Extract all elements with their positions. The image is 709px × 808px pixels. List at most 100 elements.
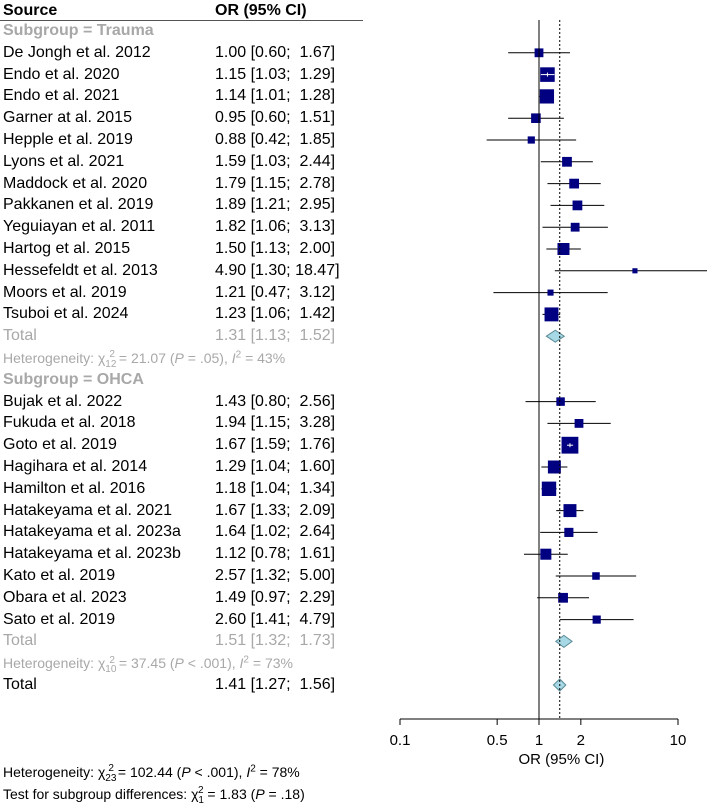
study-row-0-12-point (544, 307, 559, 322)
study-row-1-0: Bujak et al. 2022 1.43 [0.80; 2.56] (0, 391, 380, 413)
study-row-1-10-point (592, 615, 601, 624)
study-row-1-10-label: Sato et al. 2019 (3, 610, 116, 628)
study-row-0-2: Endo et al. 2021 1.14 [1.01; 1.28] (0, 85, 380, 107)
study-row-0-11-label: Moors et al. 2019 (3, 283, 127, 301)
study-row-1-7-point (540, 548, 552, 560)
overall-total-or-value: 1.41 [1.27; 1.56] (215, 676, 336, 693)
study-row-1-4-point (541, 481, 557, 496)
study-row-0-4-point (527, 136, 535, 144)
study-row-0-9-point (557, 243, 570, 255)
overall-total: Total 1.41 [1.27; 1.56] (0, 674, 380, 696)
x-tick-label-0: 0.1 (390, 732, 411, 749)
subgroup-total-1: Total 1.51 [1.32; 1.73] (0, 630, 380, 652)
study-row-0-4: Hepple et al. 2019 0.88 [0.42; 1.85] (0, 129, 380, 151)
subgroup-total-0: Total 1.31 [1.13; 1.52] (0, 325, 380, 347)
subgroup-title-1: Subgroup = OHCA (0, 369, 380, 391)
study-row-0-3-point (531, 113, 541, 123)
study-row-0-6-point (569, 178, 580, 189)
x-tick-label-3: 2 (577, 732, 585, 749)
study-row-0-3-label: Garner at al. 2015 (3, 109, 132, 127)
study-row-0-12-label: Tsuboi et al. 2024 (3, 305, 129, 323)
subgroup-total-1-label: Total (3, 632, 37, 650)
study-row-1-6-label: Hatakeyama et al. 2023a (3, 523, 181, 541)
study-row-1-7-label: Hatakeyama et al. 2023b (3, 545, 181, 563)
study-row-1-9-point (558, 592, 568, 603)
study-row-1-0-or-value: 1.43 [0.80; 2.56] (215, 392, 336, 410)
study-row-1-9: Obara et al. 2023 1.49 [0.97; 2.29] (0, 587, 380, 609)
study-row-0-8-label: Yeguiayan et al. 2011 (3, 218, 156, 236)
study-row-0-4-or-value: 0.88 [0.42; 1.85] (215, 131, 336, 148)
study-row-1-3: Hagihara et al. 2014 1.29 [1.04; 1.60] (0, 456, 380, 478)
study-row-1-3-or-value: 1.29 [1.04; 1.60] (215, 458, 336, 475)
study-row-1-6: Hatakeyama et al. 2023a 1.64 [1.02; 2.64] (0, 521, 380, 543)
study-row-1-9-or-value: 1.49 [0.97; 2.29] (215, 588, 336, 606)
study-row-1-6-or-value: 1.64 [1.02; 2.64] (215, 523, 336, 541)
study-row-1-7: Hatakeyama et al. 2023b 1.12 [0.78; 1.61] (0, 543, 380, 565)
study-row-0-9: Hartog et al. 2015 1.50 [1.13; 2.00] (0, 238, 380, 260)
study-row-0-10-point (632, 268, 638, 274)
study-row-0-2-or-value: 1.14 [1.01; 1.28] (215, 87, 336, 105)
or-column-header: OR (95% CI) (215, 2, 307, 19)
overall-total-label: Total (3, 676, 37, 693)
study-row-0-3: Garner at al. 2015 0.95 [0.60; 1.51] (0, 107, 380, 129)
study-row-1-10: Sato et al. 2019 2.60 [1.41; 4.79] (0, 609, 380, 631)
header-divider (0, 20, 363, 21)
study-row-1-1: Fukuda et al. 2018 1.94 [1.15; 3.28] (0, 412, 380, 434)
study-row-0-5-point (562, 156, 572, 167)
study-row-1-8: Kato et al. 2019 2.57 [1.32; 5.00] (0, 565, 380, 587)
study-row-0-6: Maddock et al. 2020 1.79 [1.15; 2.78] (0, 173, 380, 195)
subgroup-total-0-or-value: 1.31 [1.13; 1.52] (215, 327, 336, 345)
study-row-0-11-or-value: 1.21 [0.47; 3.12] (215, 283, 336, 301)
x-tick-label-4: 10 (670, 732, 687, 749)
table-header: Source OR (95% CI) (0, 0, 380, 22)
study-row-1-2-or-value: 1.67 [1.59; 1.76] (215, 436, 336, 454)
study-row-1-8-or-value: 2.57 [1.32; 5.00] (215, 567, 336, 584)
study-row-0-6-label: Maddock et al. 2020 (3, 174, 148, 192)
study-row-0-1: Endo et al. 2020 1.15 [1.03; 1.29] (0, 64, 380, 86)
subgroup-total-0-label: Total (3, 327, 37, 345)
study-row-0-9-or-value: 1.50 [1.13; 2.00] (215, 240, 336, 257)
study-row-1-4: Hamilton et al. 2016 1.18 [1.04; 1.34] (0, 478, 380, 500)
study-row-0-8: Yeguiayan et al. 2011 1.82 [1.06; 3.13] (0, 216, 380, 238)
subgroup-difference-test: Test for subgroup differences: χ12 = 1.8… (3, 785, 305, 806)
subgroup-title-0-label: Subgroup = Trauma (3, 22, 154, 39)
study-row-1-0-label: Bujak et al. 2022 (3, 392, 123, 410)
study-row-0-11: Moors et al. 2019 1.21 [0.47; 3.12] (0, 282, 380, 304)
x-tick-label-1: 0.5 (487, 732, 508, 749)
study-row-0-4-label: Hepple et al. 2019 (3, 131, 133, 148)
study-row-0-3-or-value: 0.95 [0.60; 1.51] (215, 109, 336, 127)
study-row-1-0-point (556, 397, 565, 406)
study-row-0-10: Hessefeldt et al. 2013 4.90 [1.30; 18.47] (0, 260, 380, 282)
study-row-1-4-or-value: 1.18 [1.04; 1.34] (215, 479, 336, 497)
study-row-0-7-label: Pakkanen et al. 2019 (3, 196, 154, 214)
x-tick-label-2: 1 (535, 732, 543, 749)
subgroup-heterogeneity-1: Heterogeneity: χ102 = 37.45 (P < .001), … (3, 654, 293, 675)
study-row-0-1-or-value: 1.15 [1.03; 1.29] (215, 65, 336, 83)
study-row-0-9-label: Hartog et al. 2015 (3, 240, 131, 257)
subgroup-title-0: Subgroup = Trauma (0, 20, 380, 42)
study-row-1-1-label: Fukuda et al. 2018 (3, 414, 136, 432)
study-row-0-7-point (572, 200, 583, 211)
source-column-header: Source (3, 2, 58, 19)
study-row-1-5-label: Hatakeyama et al. 2021 (3, 501, 172, 519)
study-row-0-12-or-value: 1.23 [1.06; 1.42] (215, 305, 336, 323)
study-row-1-5-point (563, 504, 577, 518)
study-row-0-2-label: Endo et al. 2021 (3, 87, 120, 105)
study-row-1-10-or-value: 2.60 [1.41; 4.79] (215, 610, 336, 628)
study-row-1-4-label: Hamilton et al. 2016 (3, 479, 146, 497)
study-row-1-5: Hatakeyama et al. 2021 1.67 [1.33; 2.09] (0, 500, 380, 522)
study-row-0-10-or-value: 4.90 [1.30; 18.47] (215, 261, 340, 279)
study-row-1-1-point (574, 419, 584, 428)
study-row-0-0-label: De Jongh et al. 2012 (3, 43, 151, 61)
study-row-1-2-label: Goto et al. 2019 (3, 436, 117, 454)
study-row-0-11-point (547, 289, 554, 296)
subgroup-total-0-diamond (545, 329, 566, 343)
study-row-0-7: Pakkanen et al. 2019 1.89 [1.21; 2.95] (0, 194, 380, 216)
study-row-1-8-point (592, 572, 600, 580)
study-row-1-7-or-value: 1.12 [0.78; 1.61] (215, 545, 336, 563)
study-row-0-0-or-value: 1.00 [0.60; 1.67] (215, 43, 336, 61)
study-row-0-6-or-value: 1.79 [1.15; 2.78] (215, 174, 336, 192)
study-row-1-2: Goto et al. 2019 1.67 [1.59; 1.76] (0, 434, 380, 456)
subgroup-heterogeneity-0: Heterogeneity: χ122 = 21.07 (P = .05), I… (3, 349, 286, 370)
